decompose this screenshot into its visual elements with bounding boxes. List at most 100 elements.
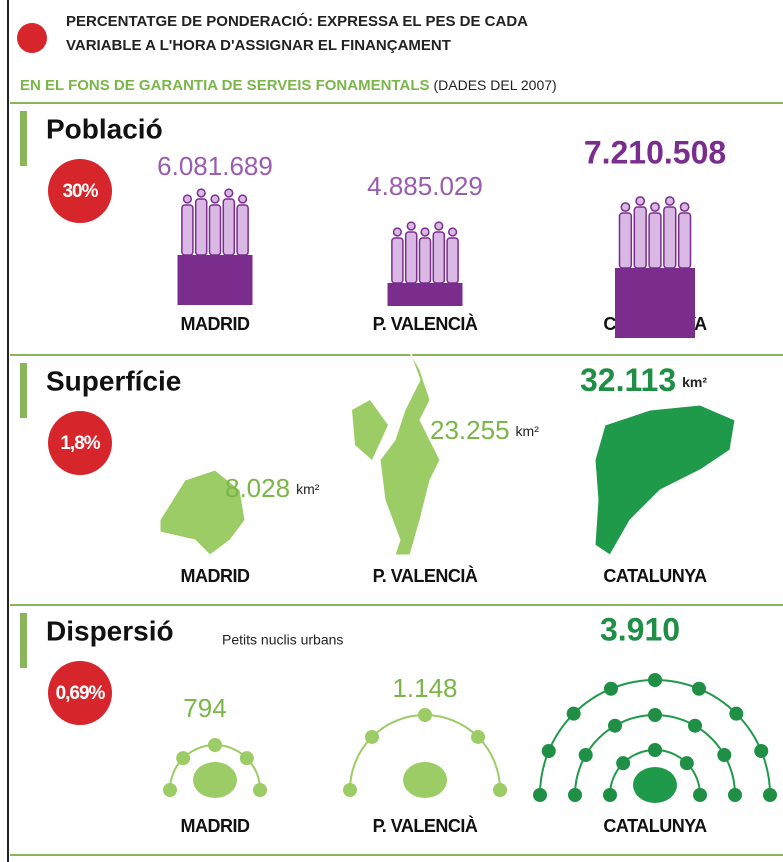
person-body [432,231,446,284]
value-unit: km² [682,374,707,390]
section-note: Petits nuclis urbans [222,632,343,648]
core-map [403,762,447,798]
section-marker [20,363,27,418]
person-body [648,212,662,269]
region-value: 32.113 km² [580,362,707,398]
region-name: P. VALENCIÀ [373,313,478,334]
person-body [208,204,222,256]
person-body [404,231,418,284]
region-map [379,351,441,556]
ring-dot [176,751,191,766]
header-line: PERCENTATGE DE PONDERACIÓ: EXPRESSA EL P… [66,12,528,30]
ring-dot [533,788,547,802]
ring-dot [679,756,694,771]
pedestal [387,283,463,306]
pedestal [177,255,253,305]
person-head [196,188,206,198]
person-body [418,237,432,284]
ring-dot [208,738,222,752]
weight-badge [48,411,112,475]
ring-dot [763,788,777,802]
ring-dot [493,783,507,797]
weight-label: 30% [62,181,98,202]
weight-badge [48,661,112,725]
region-value: 4.885.029 [367,171,483,201]
ring-dot [717,748,732,762]
region-name: P. VALENCIÀ [373,815,478,836]
person-body [618,212,633,269]
ring-dot [163,783,177,797]
subtitle-main: EN EL FONS DE GARANTIA DE SERVEIS FONAME… [20,77,429,94]
person-head [224,188,234,198]
person-head [420,227,430,237]
person-body [663,206,677,269]
ring-dot [608,718,622,733]
ring-dot [729,706,744,721]
region-value: 794 [183,693,226,723]
ring-dot [578,748,593,762]
ring-dot [418,708,432,722]
ring-dot [688,718,702,733]
region-name: CATALUNYA [603,566,707,586]
value-unit: km² [296,481,320,497]
region-value: 23.255 km² [430,415,539,445]
ring-dot [648,743,662,757]
region-value: 1.148 [392,673,457,703]
region-value: 7.210.508 [584,134,726,170]
header-line: VARIABLE A L'HORA D'ASSIGNAR EL FINANÇAM… [66,37,451,54]
person-head [620,202,631,212]
ring-dot [364,729,379,744]
person-body [446,237,459,284]
person-body [222,198,236,256]
ring-dot [648,708,662,722]
person-body [194,198,208,256]
value-number: 23.255 [430,415,510,445]
ring-dot [566,706,581,721]
person-body [236,204,249,256]
region-name: P. VALENCIÀ [373,565,478,586]
person-head [210,194,220,204]
region-name: MADRID [181,816,250,836]
section-marker [20,613,27,668]
region-map-extra [352,400,388,460]
person-head [182,194,193,204]
region-name: MADRID [181,314,250,334]
core-map [193,762,237,798]
legend-dot [17,23,47,53]
value-number: 8.028 [225,473,290,503]
region-value: 8.028 km² [225,473,320,503]
ring-dot [471,729,486,744]
subtitle: EN EL FONS DE GARANTIA DE SERVEIS FONAME… [20,77,557,94]
ring-dot [648,673,662,687]
region-map [159,469,246,556]
person-head [635,196,646,206]
person-body [181,204,194,256]
value-unit: km² [516,423,540,439]
region-value: 3.910 [600,611,680,647]
person-body [677,212,692,269]
weight-label: 0,69% [56,683,106,704]
subtitle-note: (DADES DEL 2007) [433,77,556,93]
ring-dot [754,743,769,758]
core-map [633,767,677,803]
region-name: MADRID [181,566,250,586]
person-body [391,237,404,284]
ring-dot [343,783,357,797]
person-head [406,221,416,231]
region-name: CATALUNYA [603,816,707,836]
ring-dot [253,783,267,797]
ring-dot [239,751,254,766]
person-head [679,202,690,212]
person-head [650,202,660,212]
ring-dot [693,788,707,802]
person-head [447,227,458,237]
region-value: 6.081.689 [157,151,273,181]
ring-dot [603,788,617,802]
section-title: Població [46,113,163,144]
ring-dot [616,756,631,771]
person-head [237,194,248,204]
ring-dot [692,681,707,696]
weight-label: 1,8% [60,433,100,454]
ring-dot [728,788,742,802]
